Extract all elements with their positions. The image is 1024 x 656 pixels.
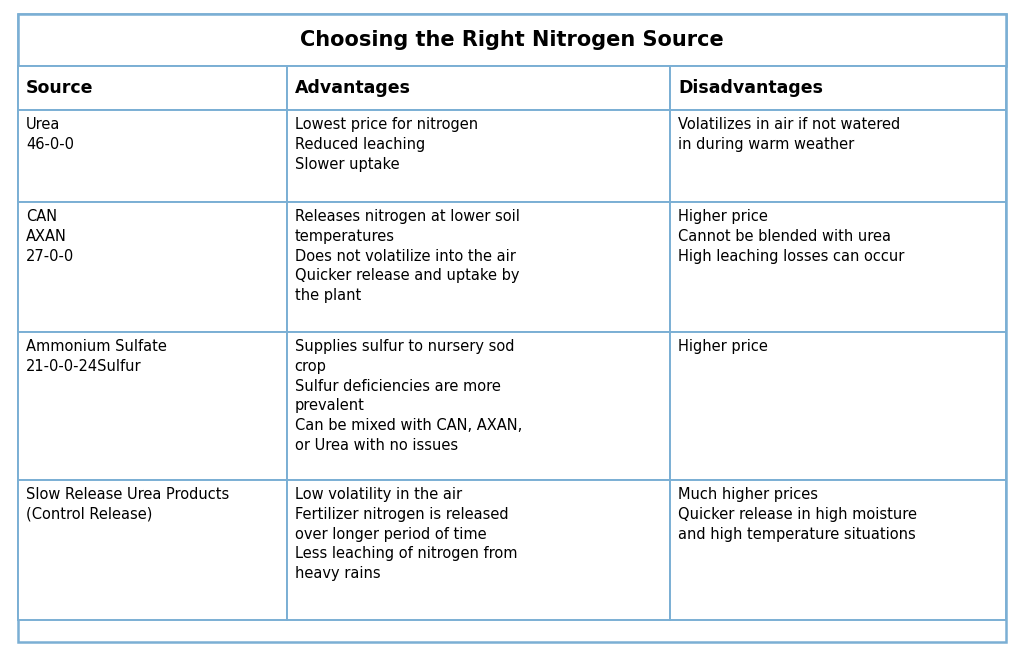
Text: Releases nitrogen at lower soil
temperatures
Does not volatilize into the air
Qu: Releases nitrogen at lower soil temperat… (295, 209, 519, 303)
Bar (18, 14, 1006, 66)
Text: Urea
46-0-0: Urea 46-0-0 (26, 117, 74, 152)
Text: Disadvantages: Disadvantages (678, 79, 823, 97)
Text: Slow Release Urea Products
(Control Release): Slow Release Urea Products (Control Rele… (26, 487, 229, 522)
Bar (18, 202, 287, 332)
Bar (670, 66, 1006, 110)
Text: Advantages: Advantages (295, 79, 411, 97)
Bar (287, 66, 670, 110)
Text: Supplies sulfur to nursery sod
crop
Sulfur deficiencies are more
prevalent
Can b: Supplies sulfur to nursery sod crop Sulf… (295, 339, 522, 453)
Text: Source: Source (26, 79, 93, 97)
Text: Choosing the Right Nitrogen Source: Choosing the Right Nitrogen Source (300, 30, 724, 50)
Bar (18, 332, 287, 480)
Text: Ammonium Sulfate
21-0-0-24Sulfur: Ammonium Sulfate 21-0-0-24Sulfur (26, 339, 167, 374)
Bar (287, 480, 670, 620)
Bar (287, 202, 670, 332)
Text: Much higher prices
Quicker release in high moisture
and high temperature situati: Much higher prices Quicker release in hi… (678, 487, 918, 542)
Text: Higher price
Cannot be blended with urea
High leaching losses can occur: Higher price Cannot be blended with urea… (678, 209, 904, 264)
Bar (18, 66, 287, 110)
Bar (670, 480, 1006, 620)
Text: Low volatility in the air
Fertilizer nitrogen is released
over longer period of : Low volatility in the air Fertilizer nit… (295, 487, 517, 581)
Text: Volatilizes in air if not watered
in during warm weather: Volatilizes in air if not watered in dur… (678, 117, 900, 152)
Bar (287, 110, 670, 202)
Bar (18, 480, 287, 620)
Bar (670, 110, 1006, 202)
Bar (670, 202, 1006, 332)
Text: CAN
AXAN
27-0-0: CAN AXAN 27-0-0 (26, 209, 75, 264)
Bar (18, 110, 287, 202)
Text: Higher price: Higher price (678, 339, 768, 354)
Bar (670, 332, 1006, 480)
Text: Lowest price for nitrogen
Reduced leaching
Slower uptake: Lowest price for nitrogen Reduced leachi… (295, 117, 478, 172)
Bar (287, 332, 670, 480)
